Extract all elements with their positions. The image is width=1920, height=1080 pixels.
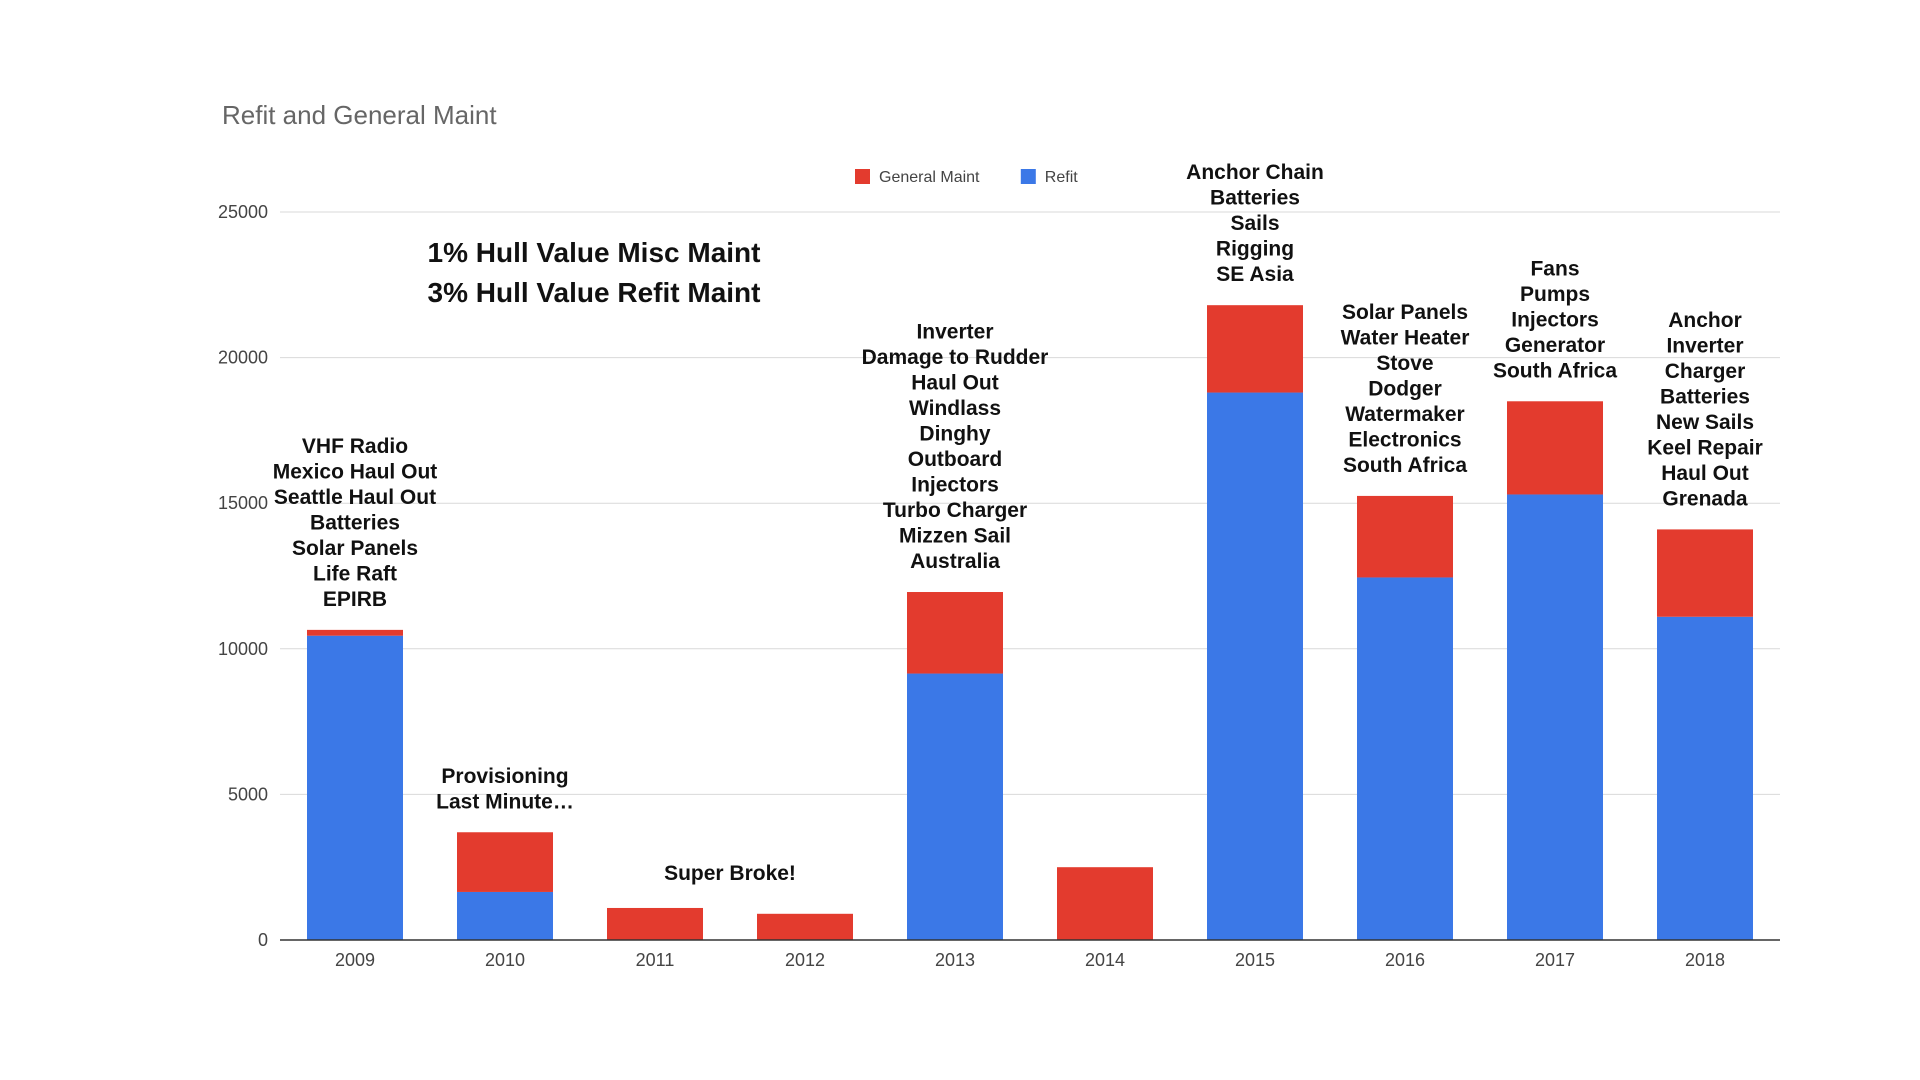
- annotation-line: Provisioning: [441, 765, 568, 788]
- annotation-line: South Africa: [1493, 359, 1617, 382]
- bar-refit-2018: [1657, 616, 1753, 940]
- y-tick-label: 0: [258, 930, 268, 950]
- x-tick-label: 2013: [935, 950, 975, 970]
- bars: [307, 305, 1753, 940]
- annotation-line: Anchor: [1668, 309, 1742, 332]
- x-tick-label: 2018: [1685, 950, 1725, 970]
- annotation-line: EPIRB: [323, 588, 387, 611]
- annotation-line: New Sails: [1656, 411, 1754, 434]
- x-tick-label: 2011: [636, 950, 675, 970]
- x-tick-label: 2017: [1535, 950, 1575, 970]
- annotation-line: Windlass: [909, 397, 1001, 420]
- annotation-line: Solar Panels: [1342, 301, 1468, 324]
- annotation-line: Generator: [1505, 334, 1605, 357]
- annotation-line: Rigging: [1216, 238, 1294, 261]
- headline-notes: 1% Hull Value Misc Maint 3% Hull Value Re…: [428, 237, 761, 308]
- annotation-line: Mexico Haul Out: [273, 460, 438, 483]
- bar-general-maint-2012: [757, 913, 853, 940]
- bar-general-maint-2009: [307, 629, 403, 636]
- annotation-line: Watermaker: [1345, 403, 1464, 426]
- annotation-line: Dinghy: [919, 423, 990, 446]
- x-tick-label: 2016: [1385, 950, 1425, 970]
- annotation-line: Water Heater: [1341, 326, 1470, 349]
- annotation-line: Charger: [1665, 360, 1746, 383]
- headline-note: 3% Hull Value Refit Maint: [428, 277, 761, 308]
- x-tick-label: 2010: [485, 950, 525, 970]
- annotation-line: Turbo Charger: [883, 499, 1027, 522]
- bar-refit-2017: [1507, 494, 1603, 940]
- annotation-line: Electronics: [1348, 428, 1461, 451]
- annotation-line: Last Minute…: [436, 790, 574, 813]
- annotation-line: Batteries: [1210, 187, 1300, 210]
- annotation-line: Injectors: [1511, 308, 1599, 331]
- annotation-line: Dodger: [1368, 377, 1442, 400]
- annotation-line: Grenada: [1662, 487, 1748, 510]
- annotation-line: Super Broke!: [664, 862, 796, 885]
- y-tick-label: 20000: [218, 348, 268, 368]
- bar-refit-2016: [1357, 577, 1453, 940]
- annotation-line: Anchor Chain: [1186, 161, 1324, 184]
- bar-refit-2015: [1207, 392, 1303, 940]
- x-tick-label: 2009: [335, 950, 375, 970]
- x-tick-label: 2015: [1235, 950, 1275, 970]
- bar-general-maint-2017: [1507, 401, 1603, 495]
- legend-label-general-maint: General Maint: [879, 169, 980, 186]
- bar-general-maint-2016: [1357, 495, 1453, 578]
- annotation-line: Solar Panels: [292, 537, 418, 560]
- annotation-line: Haul Out: [911, 372, 999, 395]
- legend-label-refit: Refit: [1045, 169, 1078, 186]
- chart-title: Refit and General Maint: [222, 100, 497, 130]
- bar-refit-2013: [907, 673, 1003, 940]
- annotation-line: Keel Repair: [1647, 436, 1763, 459]
- bar-refit-2010: [457, 891, 553, 940]
- y-tick-label: 15000: [218, 493, 268, 513]
- annotation-line: Mizzen Sail: [899, 525, 1011, 548]
- annotation-line: Outboard: [908, 448, 1003, 471]
- bar-general-maint-2013: [907, 592, 1003, 674]
- y-tick-label: 5000: [228, 784, 268, 804]
- headline-note: 1% Hull Value Misc Maint: [428, 237, 761, 268]
- annotation-2011: Super Broke!: [664, 862, 796, 885]
- annotation-line: Haul Out: [1661, 462, 1749, 485]
- axes: 0 5000 10000 15000 20000 25000 2009 2010 2011 201…: [218, 202, 1780, 970]
- annotation-line: South Africa: [1343, 454, 1467, 477]
- bar-general-maint-2010: [457, 832, 553, 892]
- annotation-line: Injectors: [911, 474, 999, 497]
- annotation-line: Fans: [1530, 257, 1579, 280]
- x-tick-label: 2014: [1085, 950, 1125, 970]
- annotation-line: SE Asia: [1216, 263, 1294, 286]
- annotation-line: Sails: [1230, 212, 1279, 235]
- bar-refit-2009: [307, 635, 403, 940]
- legend-swatch-general-maint: [855, 169, 870, 184]
- annotation-line: Batteries: [1660, 385, 1750, 408]
- annotation-line: Australia: [910, 550, 1000, 573]
- bar-general-maint-2011: [607, 907, 703, 940]
- annotation-line: Life Raft: [313, 562, 397, 585]
- y-tick-label: 25000: [218, 202, 268, 222]
- annotation-line: VHF Radio: [302, 435, 408, 458]
- bar-general-maint-2014: [1057, 867, 1153, 940]
- bar-general-maint-2018: [1657, 529, 1753, 617]
- annotation-line: Inverter: [1666, 334, 1743, 357]
- legend: General Maint Refit: [855, 169, 1078, 186]
- annotation-line: Batteries: [310, 511, 400, 534]
- annotation-line: Stove: [1376, 352, 1433, 375]
- annotation-line: Inverter: [916, 321, 993, 344]
- x-tick-label: 2012: [785, 950, 825, 970]
- annotation-line: Damage to Rudder: [862, 346, 1049, 369]
- legend-swatch-refit: [1020, 169, 1036, 184]
- y-tick-label: 10000: [218, 639, 268, 659]
- annotation-line: Seattle Haul Out: [274, 486, 436, 509]
- annotation-line: Pumps: [1520, 283, 1590, 306]
- bar-general-maint-2015: [1207, 305, 1303, 393]
